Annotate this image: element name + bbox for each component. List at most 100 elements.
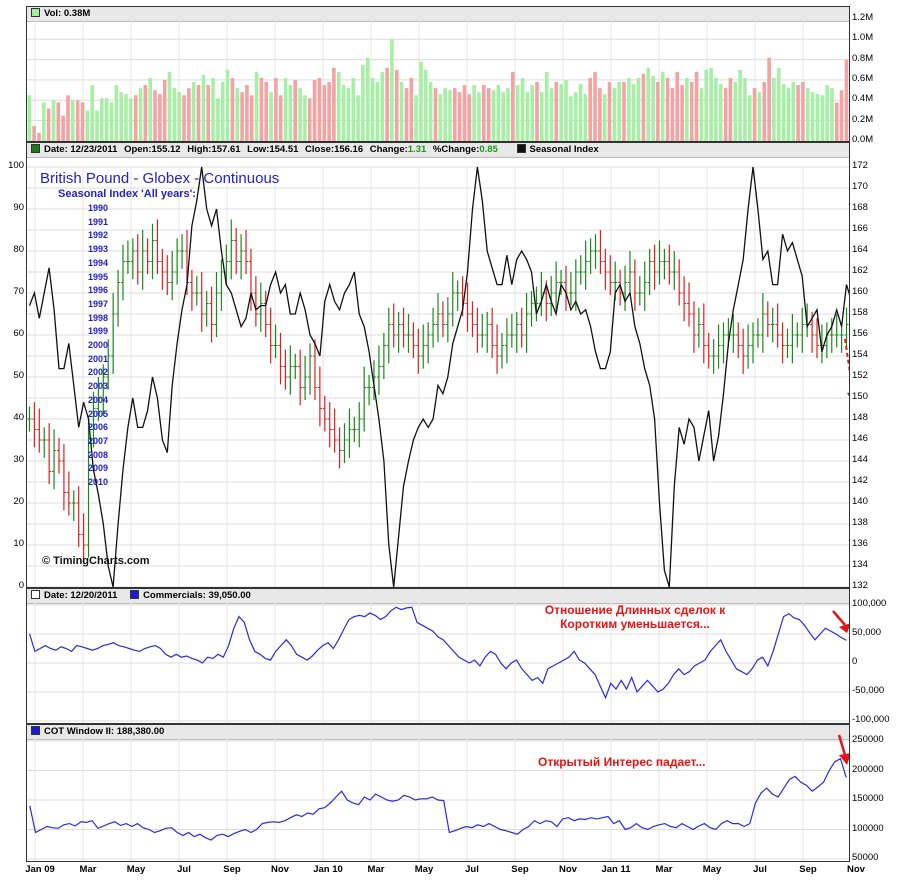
price-tick: 152 — [852, 370, 868, 381]
volume-tick: 1.0M — [852, 32, 874, 44]
volume-bar — [680, 85, 684, 141]
volume-bar — [148, 78, 152, 141]
seasonal-tick: 40 — [13, 412, 24, 423]
volume-bar — [482, 85, 486, 141]
commercials-chart — [27, 603, 849, 723]
price-change-label: Change: — [369, 144, 408, 155]
year-item: 1993 — [88, 244, 109, 255]
price-pct-label: %Change: — [432, 144, 480, 155]
cot-tick: 100000 — [852, 822, 884, 834]
volume-bar — [109, 102, 114, 141]
volume-bar — [675, 71, 679, 141]
volume-bar — [554, 82, 559, 141]
volume-bar — [506, 88, 510, 141]
volume-bar — [133, 95, 138, 141]
year-item: 2005 — [88, 408, 109, 419]
cot-arrow — [837, 734, 847, 756]
volume-bar — [486, 88, 491, 141]
price-tick: 162 — [852, 265, 868, 276]
price-tick: 160 — [852, 286, 868, 297]
volume-bar — [303, 95, 307, 141]
volume-bar — [167, 71, 172, 141]
volume-bar — [641, 73, 646, 141]
price-tick: 138 — [852, 517, 868, 528]
month-tick: Mar — [367, 864, 385, 875]
price-tick: 166 — [852, 223, 868, 234]
volume-bar — [90, 85, 94, 141]
volume-bar — [714, 78, 718, 141]
year-item: 1992 — [88, 230, 109, 241]
commercials-date-swatch — [31, 590, 40, 599]
volume-bar — [573, 92, 578, 141]
cot-arrowhead — [839, 753, 849, 765]
volume-bar — [187, 88, 191, 141]
volume-bar — [762, 82, 767, 141]
seasonal-tick: 80 — [13, 244, 24, 255]
volume-bar — [801, 82, 805, 141]
year-item: 1996 — [88, 285, 109, 296]
price-change: 1.31 — [407, 144, 427, 155]
commercials-legend-swatch — [130, 590, 140, 599]
volume-bar — [56, 102, 61, 141]
volume-bar — [627, 78, 631, 141]
volume-bar — [501, 92, 505, 141]
year-item: 1994 — [88, 257, 109, 268]
volume-bar — [191, 82, 196, 141]
volume-bar — [75, 100, 80, 141]
volume-bar — [530, 85, 534, 141]
volume-bar — [651, 75, 655, 141]
volume-bar — [240, 92, 244, 141]
volume-bar — [114, 85, 119, 141]
price-tick: 136 — [852, 538, 868, 549]
volume-bar — [312, 80, 317, 141]
month-tick: Sep — [799, 864, 817, 875]
volume-panel: Vol: 0.38M — [26, 6, 850, 142]
volume-bar — [220, 82, 225, 141]
month-tick: Nov — [559, 864, 577, 875]
trend-arrowhead — [847, 392, 849, 397]
year-item: 2003 — [88, 381, 109, 392]
volume-bar — [351, 78, 356, 141]
price-pct: 0.85 — [479, 144, 498, 155]
volume-bar — [225, 69, 230, 141]
commercials-tick: -100,000 — [852, 714, 890, 725]
seasonal-tick: 10 — [13, 538, 24, 549]
volume-bar — [786, 88, 791, 141]
volume-bar — [245, 85, 249, 141]
price-header: Date: 12/23/2011 Open:155.12 High:157.61… — [27, 143, 849, 158]
volume-bar — [796, 85, 800, 141]
year-item: 2000 — [88, 340, 109, 351]
volume-bar — [583, 94, 588, 141]
volume-bar — [264, 82, 268, 141]
price-open: Open:155.12 — [124, 144, 181, 155]
year-item: 1990 — [88, 203, 109, 213]
cot-tick: 50000 — [852, 852, 879, 863]
volume-bar — [380, 71, 385, 141]
volume-bar — [414, 95, 418, 141]
cot-chart — [27, 734, 849, 861]
cot-panel: COT Window II: 188,380.00 — [26, 724, 850, 862]
volume-bar — [569, 96, 573, 141]
seasonal-legend-label: Seasonal Index — [529, 144, 599, 155]
price-tick: 142 — [852, 475, 868, 486]
volume-bar — [453, 88, 457, 141]
volume-bar — [660, 71, 665, 141]
volume-chart — [27, 21, 849, 141]
volume-bar — [124, 94, 128, 141]
volume-bar — [820, 95, 825, 141]
month-tick: May — [702, 864, 722, 875]
chart-title: British Pound - Globex - Continuous — [40, 170, 280, 187]
month-tick: May — [126, 864, 146, 875]
volume-tick: 0.8M — [852, 52, 874, 64]
volume-bar — [815, 94, 820, 141]
volume-bar — [835, 102, 839, 141]
volume-bar — [607, 82, 612, 141]
volume-bar — [438, 94, 443, 141]
volume-bar — [656, 82, 660, 141]
seasonal-tick: 20 — [13, 496, 24, 507]
volume-bar — [274, 78, 278, 141]
volume-bar — [549, 88, 554, 141]
price-tick: 146 — [852, 433, 868, 444]
year-item: 2007 — [88, 435, 109, 446]
volume-bar — [564, 80, 568, 141]
